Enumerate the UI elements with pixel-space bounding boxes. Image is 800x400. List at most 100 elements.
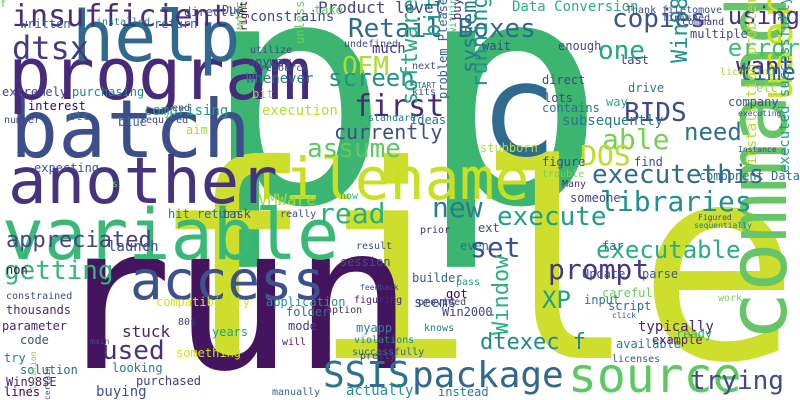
- word: script: [608, 299, 652, 313]
- word: Retail Boxes: [348, 14, 536, 44]
- word: execution: [262, 103, 338, 119]
- word: try: [4, 351, 26, 365]
- word: blue: [118, 115, 147, 129]
- word: got: [446, 287, 468, 301]
- word: kits: [412, 87, 437, 98]
- word: filename: [250, 145, 530, 213]
- word: etc: [68, 109, 90, 123]
- word: command: [682, 17, 725, 28]
- word: provided: [418, 297, 467, 308]
- word: buy: [450, 0, 464, 20]
- word: currently: [334, 120, 443, 144]
- word: parameter: [2, 319, 68, 333]
- word: way: [606, 95, 628, 109]
- word: batch: [10, 83, 251, 176]
- word: OEM: [342, 52, 389, 82]
- word: stuck: [122, 322, 171, 341]
- word: input: [584, 293, 621, 307]
- word: error: [727, 34, 800, 62]
- word: figuring: [354, 295, 403, 306]
- word: executethis: [592, 160, 765, 190]
- word: launch: [108, 239, 159, 255]
- word: next: [412, 61, 437, 72]
- word: session: [340, 255, 391, 269]
- word: read: [318, 197, 386, 230]
- word: executing: [738, 109, 782, 118]
- word: Win98SE: [6, 375, 57, 389]
- word: file: [149, 107, 800, 400]
- word: help: [72, 0, 241, 78]
- word: contains: [542, 101, 600, 115]
- word: dtsx: [12, 29, 90, 67]
- word: really: [280, 209, 317, 220]
- word: directly: [184, 5, 242, 19]
- word: Update: [582, 267, 626, 281]
- word: p: [418, 0, 606, 276]
- word: run: [52, 183, 414, 400]
- word: Figured: [698, 213, 732, 222]
- word: click: [612, 311, 637, 320]
- word: seems: [414, 295, 457, 311]
- word: assume: [307, 134, 401, 164]
- word: lots: [544, 91, 573, 105]
- word: successfully: [352, 347, 425, 358]
- word: variable: [2, 194, 340, 276]
- word: getting: [4, 256, 114, 286]
- word: wait: [482, 39, 511, 53]
- word: access: [130, 249, 326, 312]
- word: buying: [96, 384, 147, 400]
- word: purchased: [136, 374, 202, 388]
- word: solution: [20, 363, 78, 377]
- word: option: [326, 305, 363, 316]
- word: undefined: [344, 39, 399, 50]
- word: builder: [412, 271, 463, 285]
- word: application: [266, 295, 346, 309]
- word: typically: [638, 319, 714, 335]
- word: take: [314, 3, 343, 17]
- word: need: [684, 118, 742, 146]
- word: knows: [424, 323, 455, 334]
- word: find: [634, 155, 663, 169]
- word: program: [8, 32, 312, 116]
- word: 80s: [178, 317, 197, 328]
- word: comprising: [144, 103, 229, 119]
- word: prompt: [548, 253, 650, 286]
- word: package: [412, 355, 564, 396]
- word: VMWare: [258, 190, 316, 209]
- word: anyway: [248, 55, 292, 69]
- word: using: [727, 2, 800, 30]
- word: location: [29, 351, 38, 391]
- word: trouble: [542, 169, 585, 180]
- word: careful: [602, 286, 653, 300]
- word: installed: [96, 17, 151, 28]
- word: actually: [346, 383, 414, 399]
- word: p: [202, 0, 390, 276]
- word: bit: [252, 87, 274, 101]
- word: appreciated: [6, 228, 152, 253]
- word: aim: [186, 123, 208, 137]
- word: instead: [438, 385, 489, 399]
- word: thousands: [6, 303, 72, 317]
- word: example: [652, 333, 703, 347]
- word: XP: [542, 286, 571, 314]
- word: trying: [690, 366, 784, 396]
- word: Product level: [318, 0, 444, 17]
- word: another: [8, 145, 278, 219]
- word: etc: [756, 81, 778, 95]
- word: screen: [328, 64, 415, 92]
- word: pretty: [360, 351, 397, 362]
- word: lines: [4, 385, 41, 399]
- word: code: [20, 333, 49, 347]
- word: constrained: [6, 291, 73, 302]
- word: expecting: [34, 161, 100, 175]
- word: task: [222, 207, 251, 221]
- word: licenses: [612, 354, 661, 365]
- word: want: [736, 52, 794, 80]
- word: problem Please: [436, 0, 450, 99]
- word: multiple: [690, 27, 748, 41]
- word: c: [480, 37, 558, 186]
- word: ext: [478, 221, 500, 235]
- word: drive: [628, 81, 665, 95]
- word: far: [602, 239, 624, 253]
